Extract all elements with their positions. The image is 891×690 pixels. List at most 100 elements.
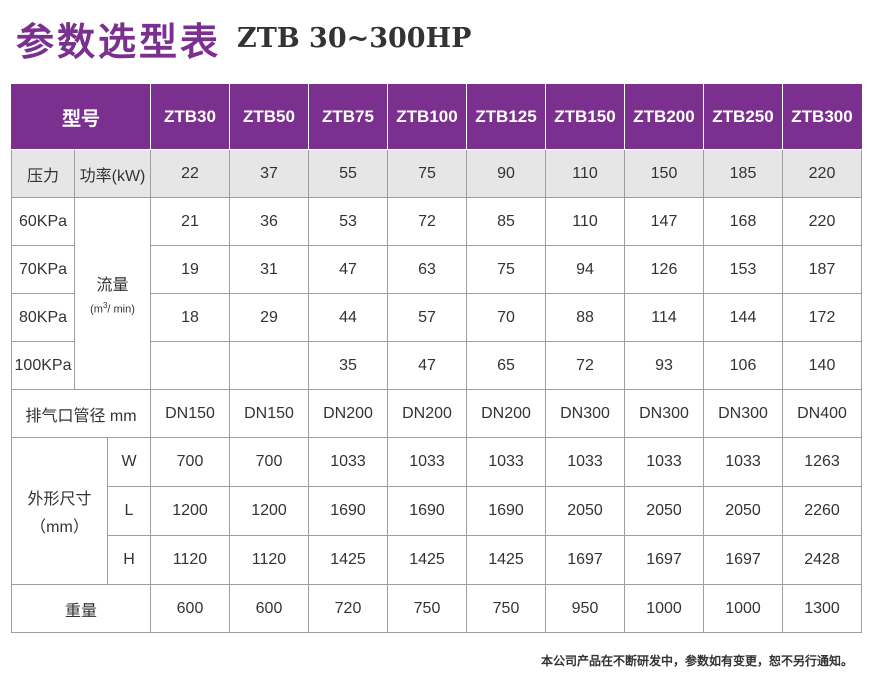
model-name: ZTB50 bbox=[229, 84, 309, 150]
dimension-row: L 1200 1200 1690 1690 1690 2050 2050 2050 2260 bbox=[12, 486, 862, 536]
dimension-value: 2260 bbox=[782, 486, 862, 536]
dimension-value: 1697 bbox=[703, 535, 783, 585]
dimension-value: 1200 bbox=[229, 486, 309, 536]
dimension-value: 1033 bbox=[545, 437, 625, 487]
flow-unit-suffix: / min) bbox=[107, 303, 135, 316]
dimension-row: 外形尺寸 （mm） W 700 700 1033 1033 1033 1033 1033 1033 1… bbox=[11, 437, 862, 585]
weight-value: 1000 bbox=[624, 584, 704, 633]
pipe-value: DN300 bbox=[624, 389, 704, 438]
flow-value: 35 bbox=[308, 341, 388, 390]
pressure-label: 压力 bbox=[11, 149, 75, 198]
dimension-axis: L bbox=[107, 486, 151, 536]
flow-value: 110 bbox=[545, 197, 625, 246]
flow-value: 21 bbox=[150, 197, 230, 246]
weight-label: 重量 bbox=[11, 584, 151, 633]
dimension-value: 1033 bbox=[308, 437, 388, 487]
weight-value: 720 bbox=[308, 584, 388, 633]
pipe-value: DN150 bbox=[150, 389, 230, 438]
dimension-value: 2050 bbox=[703, 486, 783, 536]
pipe-value: DN300 bbox=[545, 389, 625, 438]
flow-value: 140 bbox=[782, 341, 862, 390]
pressure-level: 80KPa bbox=[11, 293, 75, 342]
flow-value: 168 bbox=[703, 197, 783, 246]
flow-value: 31 bbox=[229, 245, 309, 294]
weight-value: 750 bbox=[466, 584, 546, 633]
model-name: ZTB100 bbox=[387, 84, 467, 150]
power-value: 110 bbox=[545, 149, 625, 198]
flow-label: 流量 bbox=[96, 277, 129, 295]
weight-value: 950 bbox=[545, 584, 625, 633]
flow-value: 187 bbox=[782, 245, 862, 294]
dimension-value: 1697 bbox=[545, 535, 625, 585]
dimension-value: 700 bbox=[229, 437, 309, 487]
dimension-value: 1690 bbox=[387, 486, 467, 536]
dimension-value: 1697 bbox=[624, 535, 704, 585]
flow-value: 57 bbox=[387, 293, 467, 342]
disclaimer-footnote: 本公司产品在不断研发中，参数如有变更，恕不另行通知。 bbox=[540, 654, 853, 668]
dimension-value: 2050 bbox=[545, 486, 625, 536]
pipe-label: 排气口管径 mm bbox=[11, 389, 151, 438]
flow-value bbox=[150, 341, 230, 390]
dimension-value: 2050 bbox=[624, 486, 704, 536]
pipe-value: DN300 bbox=[703, 389, 783, 438]
flow-row: 100KPa 35 47 65 72 93 106 140 bbox=[11, 341, 862, 390]
flow-value: 85 bbox=[466, 197, 546, 246]
dimension-value: 1425 bbox=[308, 535, 388, 585]
flow-value: 172 bbox=[782, 293, 862, 342]
flow-value: 65 bbox=[466, 341, 546, 390]
flow-value: 126 bbox=[624, 245, 704, 294]
dimension-value: 1120 bbox=[229, 535, 309, 585]
model-name: ZTB150 bbox=[545, 84, 625, 150]
flow-value: 153 bbox=[703, 245, 783, 294]
flow-value: 220 bbox=[782, 197, 862, 246]
flow-row: 60KPa 流量 (m3/ min) 21 36 53 72 85 110 147 168 220 bbox=[11, 197, 862, 390]
weight-value: 600 bbox=[150, 584, 230, 633]
dimension-axis: W bbox=[107, 437, 151, 487]
power-value: 55 bbox=[308, 149, 388, 198]
flow-value bbox=[229, 341, 309, 390]
dimension-label-cell: 外形尺寸 （mm） bbox=[11, 437, 108, 585]
flow-value: 94 bbox=[545, 245, 625, 294]
weight-value: 600 bbox=[229, 584, 309, 633]
flow-value: 63 bbox=[387, 245, 467, 294]
flow-value: 144 bbox=[703, 293, 783, 342]
flow-value: 70 bbox=[466, 293, 546, 342]
flow-value: 93 bbox=[624, 341, 704, 390]
dimension-value: 1690 bbox=[466, 486, 546, 536]
power-label: 功率(kW) bbox=[74, 149, 151, 198]
flow-unit-prefix: (m bbox=[90, 303, 103, 316]
power-value: 37 bbox=[229, 149, 309, 198]
flow-value: 88 bbox=[545, 293, 625, 342]
dimension-value: 1033 bbox=[703, 437, 783, 487]
flow-value: 19 bbox=[150, 245, 230, 294]
power-value: 150 bbox=[624, 149, 704, 198]
dimension-axis: H bbox=[107, 535, 151, 585]
pipe-value: DN200 bbox=[387, 389, 467, 438]
pressure-level: 60KPa bbox=[11, 197, 75, 246]
pipe-value: DN200 bbox=[308, 389, 388, 438]
dimension-value: 1263 bbox=[782, 437, 862, 487]
flow-label-cell: 流量 (m3/ min) bbox=[74, 197, 151, 390]
power-value: 90 bbox=[466, 149, 546, 198]
power-value: 220 bbox=[782, 149, 862, 198]
dimension-row: H 1120 1120 1425 1425 1425 1697 1697 1697 2428 bbox=[12, 535, 862, 585]
pipe-value: DN150 bbox=[229, 389, 309, 438]
flow-value: 72 bbox=[545, 341, 625, 390]
power-value: 22 bbox=[150, 149, 230, 198]
weight-value: 1000 bbox=[703, 584, 783, 633]
weight-value: 1300 bbox=[782, 584, 862, 633]
model-name: ZTB125 bbox=[466, 84, 546, 150]
flow-value: 36 bbox=[229, 197, 309, 246]
weight-row: 重量 600 600 720 750 750 950 1000 1000 1300 bbox=[11, 584, 862, 633]
dimension-value: 1033 bbox=[387, 437, 467, 487]
title-chinese: 参数选型表 bbox=[16, 19, 222, 64]
flow-value: 18 bbox=[150, 293, 230, 342]
header-row: 型号 ZTB30 ZTB50 ZTB75 ZTB100 ZTB125 ZTB150 ZTB20… bbox=[11, 84, 862, 150]
dimension-unit: （mm） bbox=[30, 519, 89, 536]
flow-unit: (m3/ min) bbox=[75, 301, 150, 316]
dimension-value: 1033 bbox=[624, 437, 704, 487]
power-row: 压力 功率(kW) 22 37 55 75 90 110 150 185 220 bbox=[11, 149, 862, 198]
flow-value: 114 bbox=[624, 293, 704, 342]
pipe-value: DN200 bbox=[466, 389, 546, 438]
dimension-value: 1690 bbox=[308, 486, 388, 536]
